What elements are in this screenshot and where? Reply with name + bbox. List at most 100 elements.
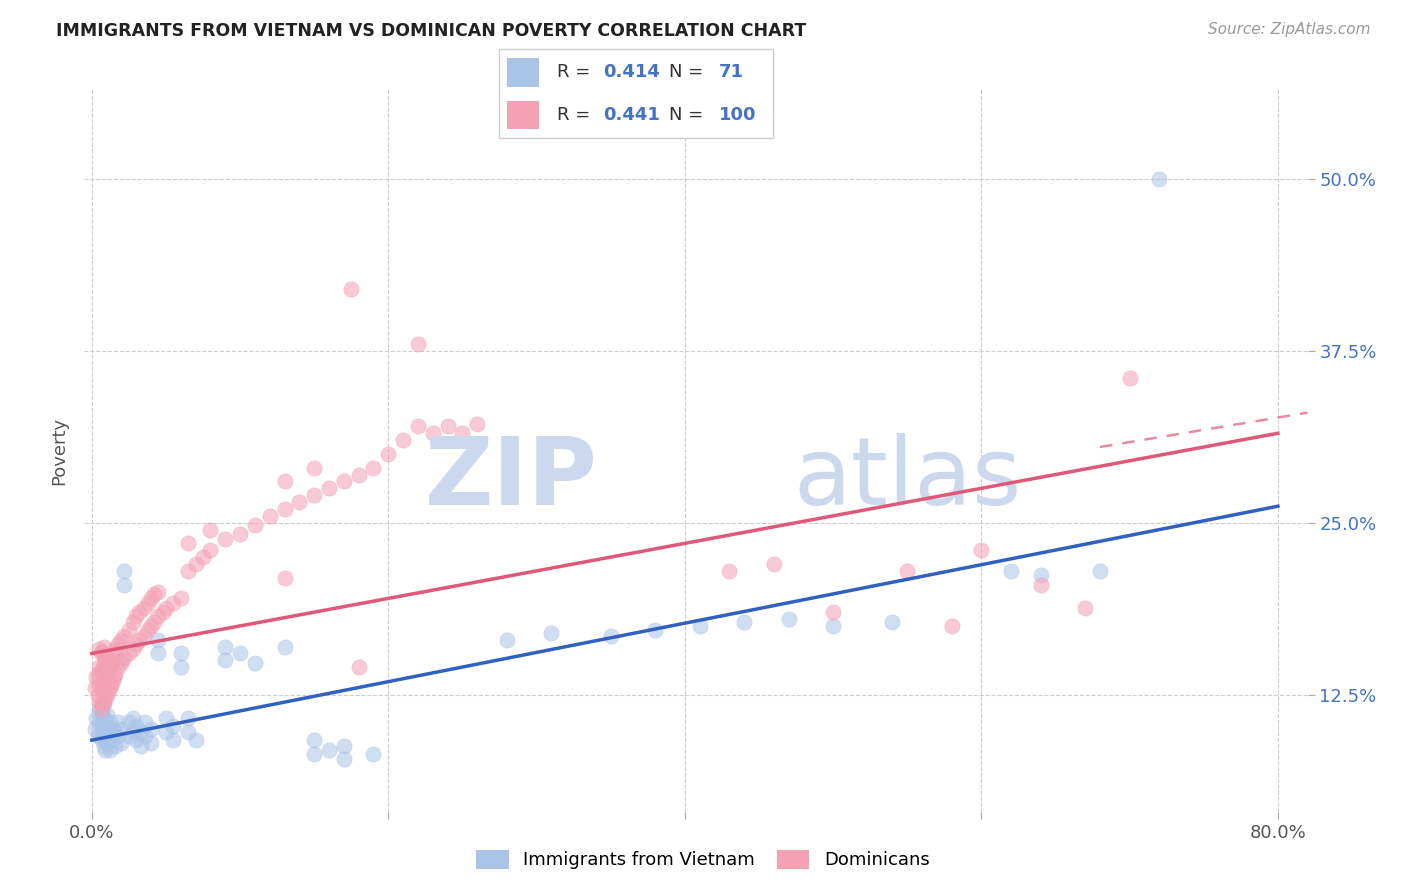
Point [347, 660, 370, 674]
Point [98, 681, 121, 695]
Point [94, 743, 117, 757]
Point [1088, 564, 1111, 578]
Point [644, 623, 666, 637]
Point [941, 619, 963, 633]
Point [83, 681, 105, 695]
Point [125, 733, 148, 747]
Point [132, 629, 155, 643]
Point [177, 564, 200, 578]
Point [104, 642, 127, 657]
Point [148, 647, 170, 661]
Point [86, 688, 108, 702]
Point [200, 543, 222, 558]
Point [100, 678, 122, 692]
Point [101, 733, 124, 747]
Point [84, 670, 107, 684]
Point [288, 495, 311, 509]
Point [98, 743, 121, 757]
Point [94, 715, 117, 730]
Point [436, 419, 458, 434]
Text: ZIP: ZIP [425, 434, 598, 525]
Point [89, 678, 111, 692]
Point [110, 722, 132, 736]
Text: 100: 100 [718, 106, 756, 124]
Point [94, 673, 117, 688]
Point [139, 591, 162, 606]
Point [162, 733, 184, 747]
Point [599, 629, 621, 643]
Point [882, 615, 904, 629]
Point [96, 722, 118, 736]
Point [122, 642, 145, 657]
Point [451, 426, 474, 441]
Point [90, 725, 112, 739]
Point [129, 725, 152, 739]
Point [377, 447, 399, 461]
Point [243, 518, 266, 533]
Point [93, 711, 115, 725]
Point [1029, 577, 1052, 591]
Point [129, 739, 152, 753]
Point [96, 650, 118, 665]
Point [125, 637, 148, 651]
Point [132, 601, 155, 615]
Point [93, 657, 115, 672]
Point [89, 660, 111, 674]
Point [170, 647, 193, 661]
Point [148, 584, 170, 599]
Point [89, 715, 111, 730]
Point [97, 665, 120, 679]
Point [762, 557, 785, 571]
Point [91, 719, 114, 733]
FancyBboxPatch shape [499, 49, 773, 138]
Point [1118, 371, 1140, 385]
Point [302, 747, 325, 761]
Point [347, 467, 370, 482]
FancyBboxPatch shape [508, 101, 538, 129]
Point [778, 612, 800, 626]
Point [104, 739, 127, 753]
Point [107, 729, 129, 743]
Point [93, 698, 115, 712]
Point [103, 647, 125, 661]
Point [90, 701, 112, 715]
Point [101, 722, 124, 736]
Point [229, 647, 252, 661]
Point [273, 571, 295, 585]
Point [90, 708, 112, 723]
Point [93, 739, 115, 753]
Point [214, 653, 236, 667]
Point [112, 650, 135, 665]
Point [465, 417, 488, 431]
Point [128, 605, 150, 619]
Point [333, 752, 356, 766]
Point [103, 670, 125, 684]
Text: N =: N = [669, 106, 703, 124]
Point [406, 419, 429, 434]
Point [689, 619, 711, 633]
Point [823, 605, 845, 619]
Text: 71: 71 [718, 63, 744, 81]
Point [718, 564, 741, 578]
Point [94, 729, 117, 743]
Point [96, 670, 118, 684]
Point [318, 481, 340, 495]
Point [104, 667, 127, 681]
Point [100, 656, 122, 670]
Text: R =: R = [557, 106, 596, 124]
Point [97, 683, 120, 698]
Point [107, 660, 129, 674]
Point [162, 719, 184, 733]
Point [143, 615, 166, 629]
Point [136, 623, 159, 637]
Point [363, 747, 385, 761]
Point [970, 543, 993, 558]
Point [155, 711, 177, 725]
Point [98, 729, 121, 743]
Point [93, 695, 115, 709]
Point [273, 640, 295, 654]
Point [110, 656, 132, 670]
Point [122, 615, 145, 629]
Point [191, 550, 214, 565]
Point [155, 601, 177, 615]
